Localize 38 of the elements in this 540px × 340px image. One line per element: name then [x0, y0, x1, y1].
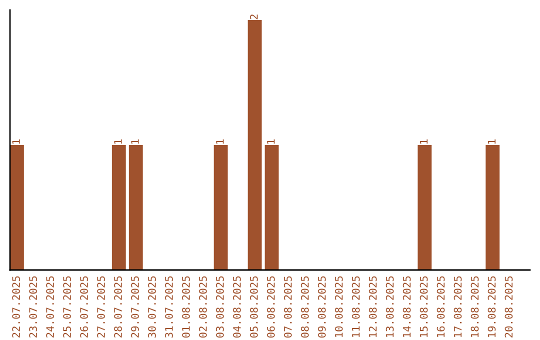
- data-label: 2: [250, 14, 258, 20]
- data-label: 1: [216, 139, 224, 144]
- x-tick-label: 26.07.2025: [80, 276, 88, 338]
- x-tick-label: 01.08.2025: [182, 276, 190, 338]
- x-tick-label: 03.08.2025: [216, 276, 224, 338]
- x-tick-label: 06.08.2025: [266, 276, 275, 338]
- x-tick-label: 14.08.2025: [402, 276, 411, 338]
- x-tick-label: 28.07.2025: [114, 276, 122, 338]
- x-tick-label: 30.07.2025: [148, 276, 156, 338]
- x-tick-label: 24.07.2025: [46, 276, 54, 338]
- data-label: 1: [114, 139, 122, 144]
- x-tick-label: 18.08.2025: [470, 276, 479, 338]
- x-tick-label: 09.08.2025: [318, 276, 326, 338]
- x-tick-label: 17.08.2025: [454, 276, 462, 338]
- x-tick-label: 27.07.2025: [97, 276, 105, 338]
- x-tick-label: 29.07.2025: [131, 276, 139, 338]
- x-tick-label: 12.08.2025: [368, 276, 377, 338]
- x-tick-label: 25.07.2025: [63, 276, 71, 338]
- x-tick-label: 31.07.2025: [165, 276, 173, 338]
- data-label: 1: [488, 139, 496, 144]
- x-tick-label: 23.07.2025: [29, 276, 38, 338]
- x-tick-label: 19.08.2025: [488, 276, 496, 338]
- x-tick-label: 04.08.2025: [232, 276, 241, 338]
- x-tick-label: 16.08.2025: [436, 276, 445, 338]
- x-tick-label: 11.08.2025: [352, 276, 360, 338]
- data-label: 1: [131, 139, 139, 144]
- data-label: 1: [267, 139, 275, 144]
- x-tick-label: 15.08.2025: [420, 276, 428, 338]
- data-label: 1: [12, 139, 20, 144]
- x-tick-label: 07.08.2025: [284, 276, 292, 338]
- x-tick-label: 05.08.2025: [250, 276, 258, 338]
- x-tick-label: 20.08.2025: [504, 276, 513, 338]
- x-tick-label: 22.07.2025: [12, 276, 20, 338]
- x-tick-label: 02.08.2025: [199, 276, 207, 338]
- x-tick-label: 13.08.2025: [386, 276, 394, 338]
- data-label: 1: [420, 139, 428, 144]
- x-tick-label: 10.08.2025: [334, 276, 343, 338]
- x-tick-label: 08.08.2025: [300, 276, 309, 338]
